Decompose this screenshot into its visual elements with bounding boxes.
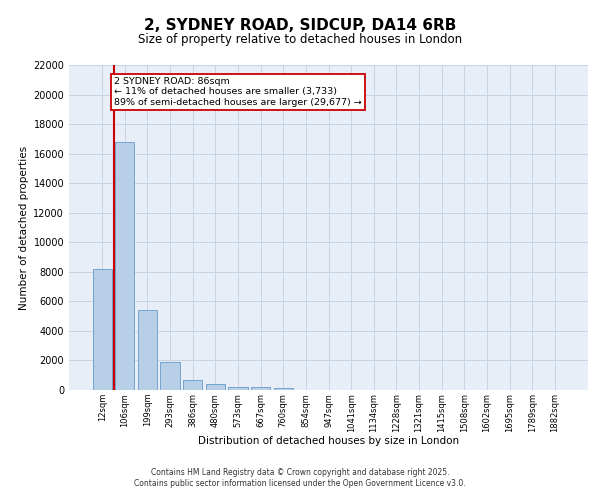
Bar <box>160 362 180 390</box>
Text: Size of property relative to detached houses in London: Size of property relative to detached ho… <box>138 32 462 46</box>
Text: Contains HM Land Registry data © Crown copyright and database right 2025.
Contai: Contains HM Land Registry data © Crown c… <box>134 468 466 487</box>
Text: 2, SYDNEY ROAD, SIDCUP, DA14 6RB: 2, SYDNEY ROAD, SIDCUP, DA14 6RB <box>144 18 456 32</box>
Y-axis label: Number of detached properties: Number of detached properties <box>19 146 29 310</box>
Text: 2 SYDNEY ROAD: 86sqm
← 11% of detached houses are smaller (3,733)
89% of semi-de: 2 SYDNEY ROAD: 86sqm ← 11% of detached h… <box>114 77 362 106</box>
X-axis label: Distribution of detached houses by size in London: Distribution of detached houses by size … <box>198 436 459 446</box>
Bar <box>92 269 112 390</box>
Bar <box>229 387 248 390</box>
Bar <box>138 310 157 390</box>
Bar <box>206 384 225 390</box>
Bar <box>115 142 134 390</box>
Bar <box>183 380 202 390</box>
Bar <box>274 388 293 390</box>
Bar <box>251 387 270 390</box>
